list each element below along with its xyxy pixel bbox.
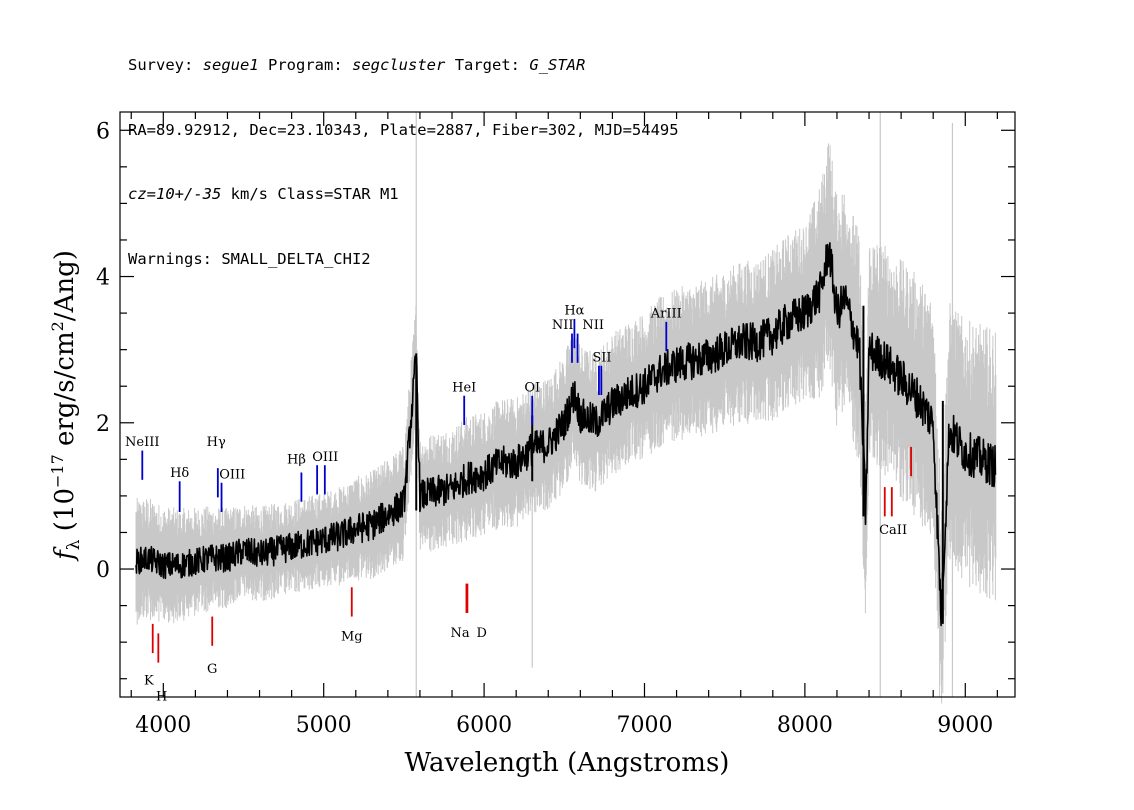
x-tick-label: 7000 [616, 713, 672, 738]
y-tick-label: 6 [96, 119, 110, 144]
axis-tick-labels: 4000 5000 6000 7000 8000 9000 0 2 4 6 [96, 119, 993, 738]
flux-series [135, 242, 997, 627]
line-label: NeIII [125, 435, 159, 450]
line-label: Na [450, 626, 469, 641]
line-label: HeI [452, 380, 476, 395]
header-line-3: cz=10+/-35 km/s Class=STAR M1 [128, 184, 679, 206]
x-tick-label: 9000 [937, 713, 993, 738]
line-label: Hα [564, 304, 584, 319]
redshift-value: cz=10+/-35 [128, 185, 222, 203]
class-info: km/s Class=STAR M1 [221, 185, 399, 203]
header-line-2: RA=89.92912, Dec=23.10343, Plate=2887, F… [128, 120, 679, 139]
x-tick-label: 4000 [135, 713, 191, 738]
axis-ticks [120, 112, 1015, 697]
line-label: K [144, 674, 154, 689]
y-axis-exponent-2: 2 [48, 321, 67, 331]
line-label: CaII [879, 523, 907, 538]
y-axis-part-mid: erg/s/cm [50, 331, 80, 454]
y-axis-subscript: λ [64, 539, 84, 550]
y-axis-exponent: −17 [48, 454, 67, 488]
line-label: Hβ [287, 453, 306, 468]
line-label: ArIII [650, 306, 682, 321]
line-label: D [476, 626, 486, 641]
line-label: Hγ [207, 435, 226, 450]
line-label: G [207, 662, 217, 677]
flux-line [135, 242, 997, 627]
x-tick-label: 8000 [777, 713, 833, 738]
line-label: NII [582, 318, 604, 333]
line-label: OI [524, 380, 540, 395]
plot-frame [119, 111, 1016, 698]
y-axis-part-open: (10 [50, 488, 80, 540]
line-label: Mg [341, 630, 363, 645]
target-value: G_STAR [529, 56, 586, 74]
y-tick-label: 2 [96, 412, 110, 437]
y-tick-label: 0 [96, 558, 110, 583]
y-tick-label: 4 [96, 266, 110, 291]
survey-value: segue1 [202, 56, 259, 74]
x-tick-label: 6000 [456, 713, 512, 738]
header-line-1: Survey: segue1 Program: segcluster Targe… [128, 55, 679, 77]
line-label: OIII [312, 450, 338, 465]
line-label: Hδ [170, 466, 189, 481]
program-value: segcluster [352, 56, 446, 74]
header-line-4: Warnings: SMALL_DELTA_CHI2 [128, 249, 371, 268]
target-label: Target: [454, 56, 521, 74]
line-label: SII [592, 350, 611, 365]
line-label: NII [552, 318, 574, 333]
survey-label: Survey: [128, 56, 194, 74]
x-tick-label: 5000 [296, 713, 352, 738]
spectrum-header: Survey: segue1 Program: segcluster Targe… [128, 12, 679, 292]
y-axis-title: fλ (10−17 erg/s/cm2/Ang) [48, 250, 84, 562]
line-markers [141, 318, 912, 663]
program-label: Program: [268, 56, 343, 74]
x-axis-title: Wavelength (Angstroms) [405, 748, 730, 778]
y-axis-part-close: /Ang) [50, 250, 80, 321]
line-label: OIII [219, 467, 245, 482]
